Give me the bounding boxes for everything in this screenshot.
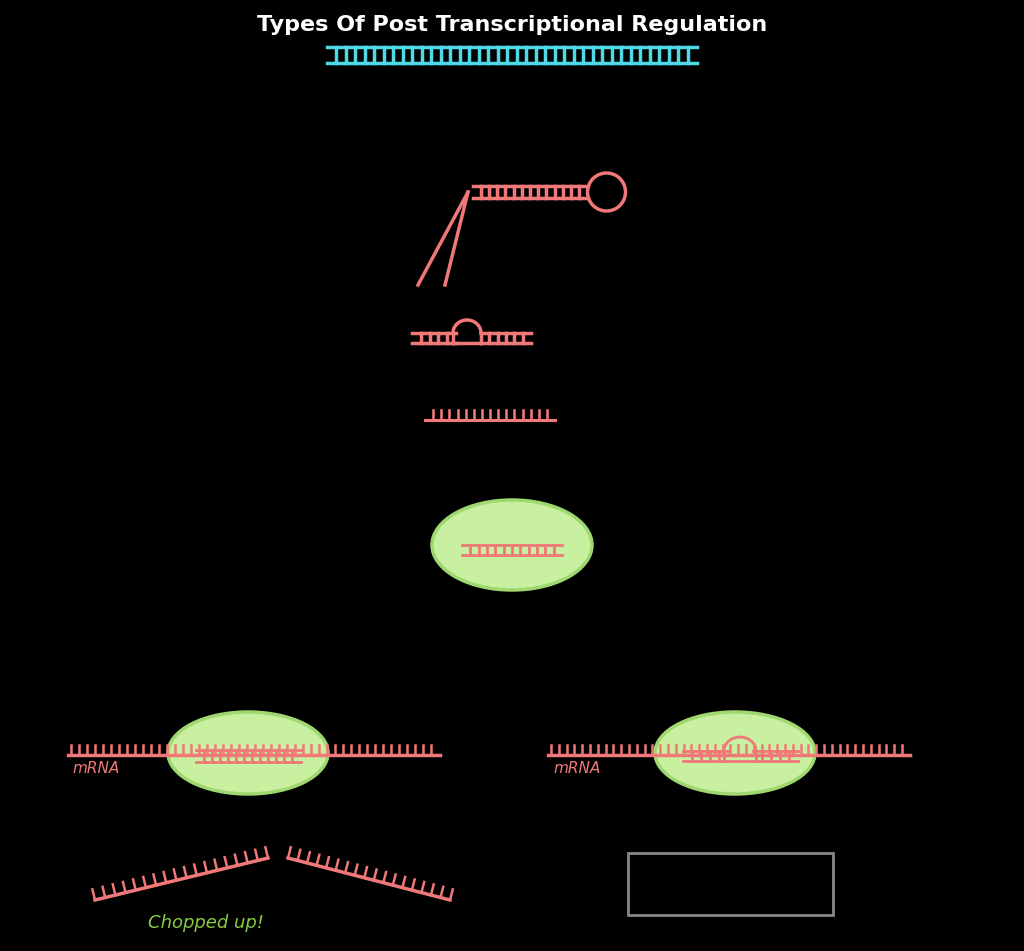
Text: Chopped up!: Chopped up! <box>148 914 264 932</box>
Ellipse shape <box>432 500 592 590</box>
Bar <box>628 853 833 915</box>
Text: mRNA: mRNA <box>72 761 119 776</box>
Text: Types Of Post Transcriptional Regulation: Types Of Post Transcriptional Regulation <box>257 15 767 35</box>
Ellipse shape <box>655 712 815 794</box>
Ellipse shape <box>168 712 328 794</box>
Text: mRNA: mRNA <box>553 761 600 776</box>
